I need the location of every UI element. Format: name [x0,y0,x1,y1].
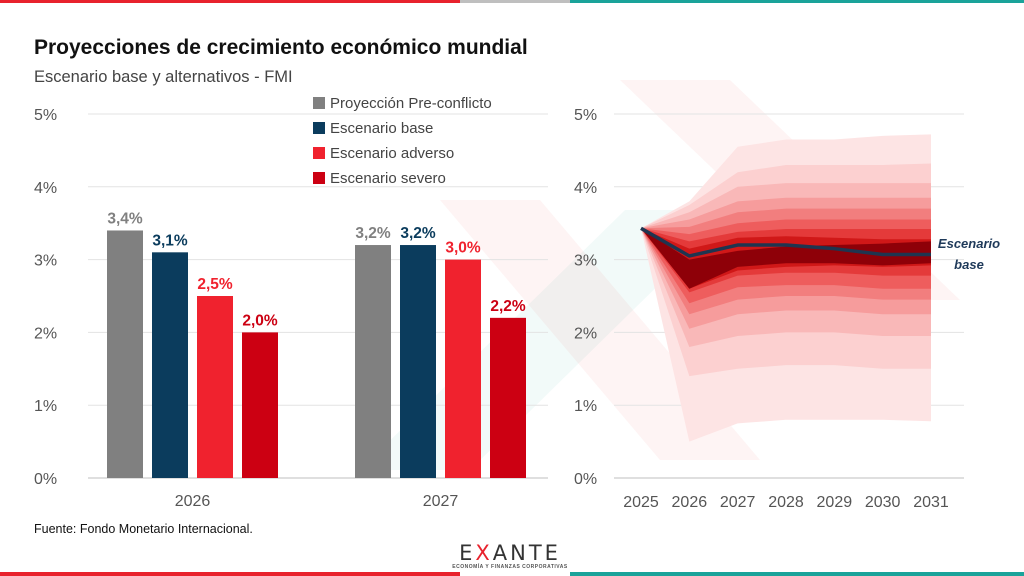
legend-swatch [313,97,325,109]
top-accent-bar [0,0,1024,3]
legend-label: Proyección Pre-conflicto [330,95,492,112]
bar [400,245,436,478]
data-label: 2,2% [490,298,526,315]
page-subtitle: Escenario base y alternativos - FMI [34,68,293,86]
y-tick-label: 1% [574,398,597,415]
exante-logo: EXANTE ECONOMÍA Y FINANZAS CORPORATIVAS [430,542,590,570]
fan-band [641,228,931,289]
base-scenario-annotation: Escenario [938,236,1000,251]
legend-label: Escenario severo [330,170,446,187]
y-tick-label: 0% [574,471,597,488]
legend-swatch [313,147,325,159]
x-tick-label: 2029 [817,494,853,511]
bar [355,245,391,478]
y-tick-label: 3% [34,253,57,270]
y-tick-label: 3% [574,253,597,270]
x-tick-label: 2026 [672,494,708,511]
legend-swatch [313,172,325,184]
x-tick-label: 2028 [768,494,804,511]
data-label: 2,5% [197,276,233,293]
source-note: Fuente: Fondo Monetario Internacional. [34,522,253,536]
x-tick-label: 2027 [423,493,459,510]
y-tick-label: 2% [34,325,57,342]
bar-chart: 0% 1% 2% 3% 4% 5% 3,4% 3,1% 2,5% 2,0% 2026 3,2% 3,2%… [34,95,548,510]
x-tick-label: 2026 [175,493,211,510]
y-tick-label: 4% [574,180,597,197]
data-label: 3,2% [400,225,436,242]
bar [152,252,188,478]
data-label: 3,2% [355,225,391,242]
bar [197,296,233,478]
base-scenario-annotation: base [954,257,984,272]
logo-wordmark: EXANTE [459,541,561,565]
y-tick-label: 4% [34,180,57,197]
data-label: 3,4% [107,210,143,227]
data-label: 2,0% [242,312,278,329]
bar [490,317,526,478]
x-tick-label: 2031 [913,494,949,511]
y-tick-label: 1% [34,398,57,415]
x-tick-label: 2025 [623,494,659,511]
x-tick-label: 2030 [865,494,901,511]
y-tick-label: 5% [34,107,57,124]
data-label: 3,1% [152,232,188,249]
y-tick-label: 0% [34,471,57,488]
base-scenario-line [640,226,931,258]
bar [107,230,143,478]
y-tick-label: 2% [574,325,597,342]
x-tick-label: 2027 [720,494,756,511]
legend-label: Escenario adverso [330,145,454,162]
bottom-accent-bar [0,572,1024,576]
fan-chart: 0% 1% 2% 3% 4% 5% 2025 2026 2027 2028 2029 2030 2031… [574,107,1000,511]
data-label: 3,0% [445,240,481,257]
bar [445,259,481,478]
page-title: Proyecciones de crecimiento económico mu… [34,36,528,59]
y-tick-label: 5% [574,107,597,124]
bar [242,332,278,478]
legend-swatch [313,122,325,134]
logo-tagline: ECONOMÍA Y FINANZAS CORPORATIVAS [452,564,568,570]
legend-label: Escenario base [330,120,433,137]
